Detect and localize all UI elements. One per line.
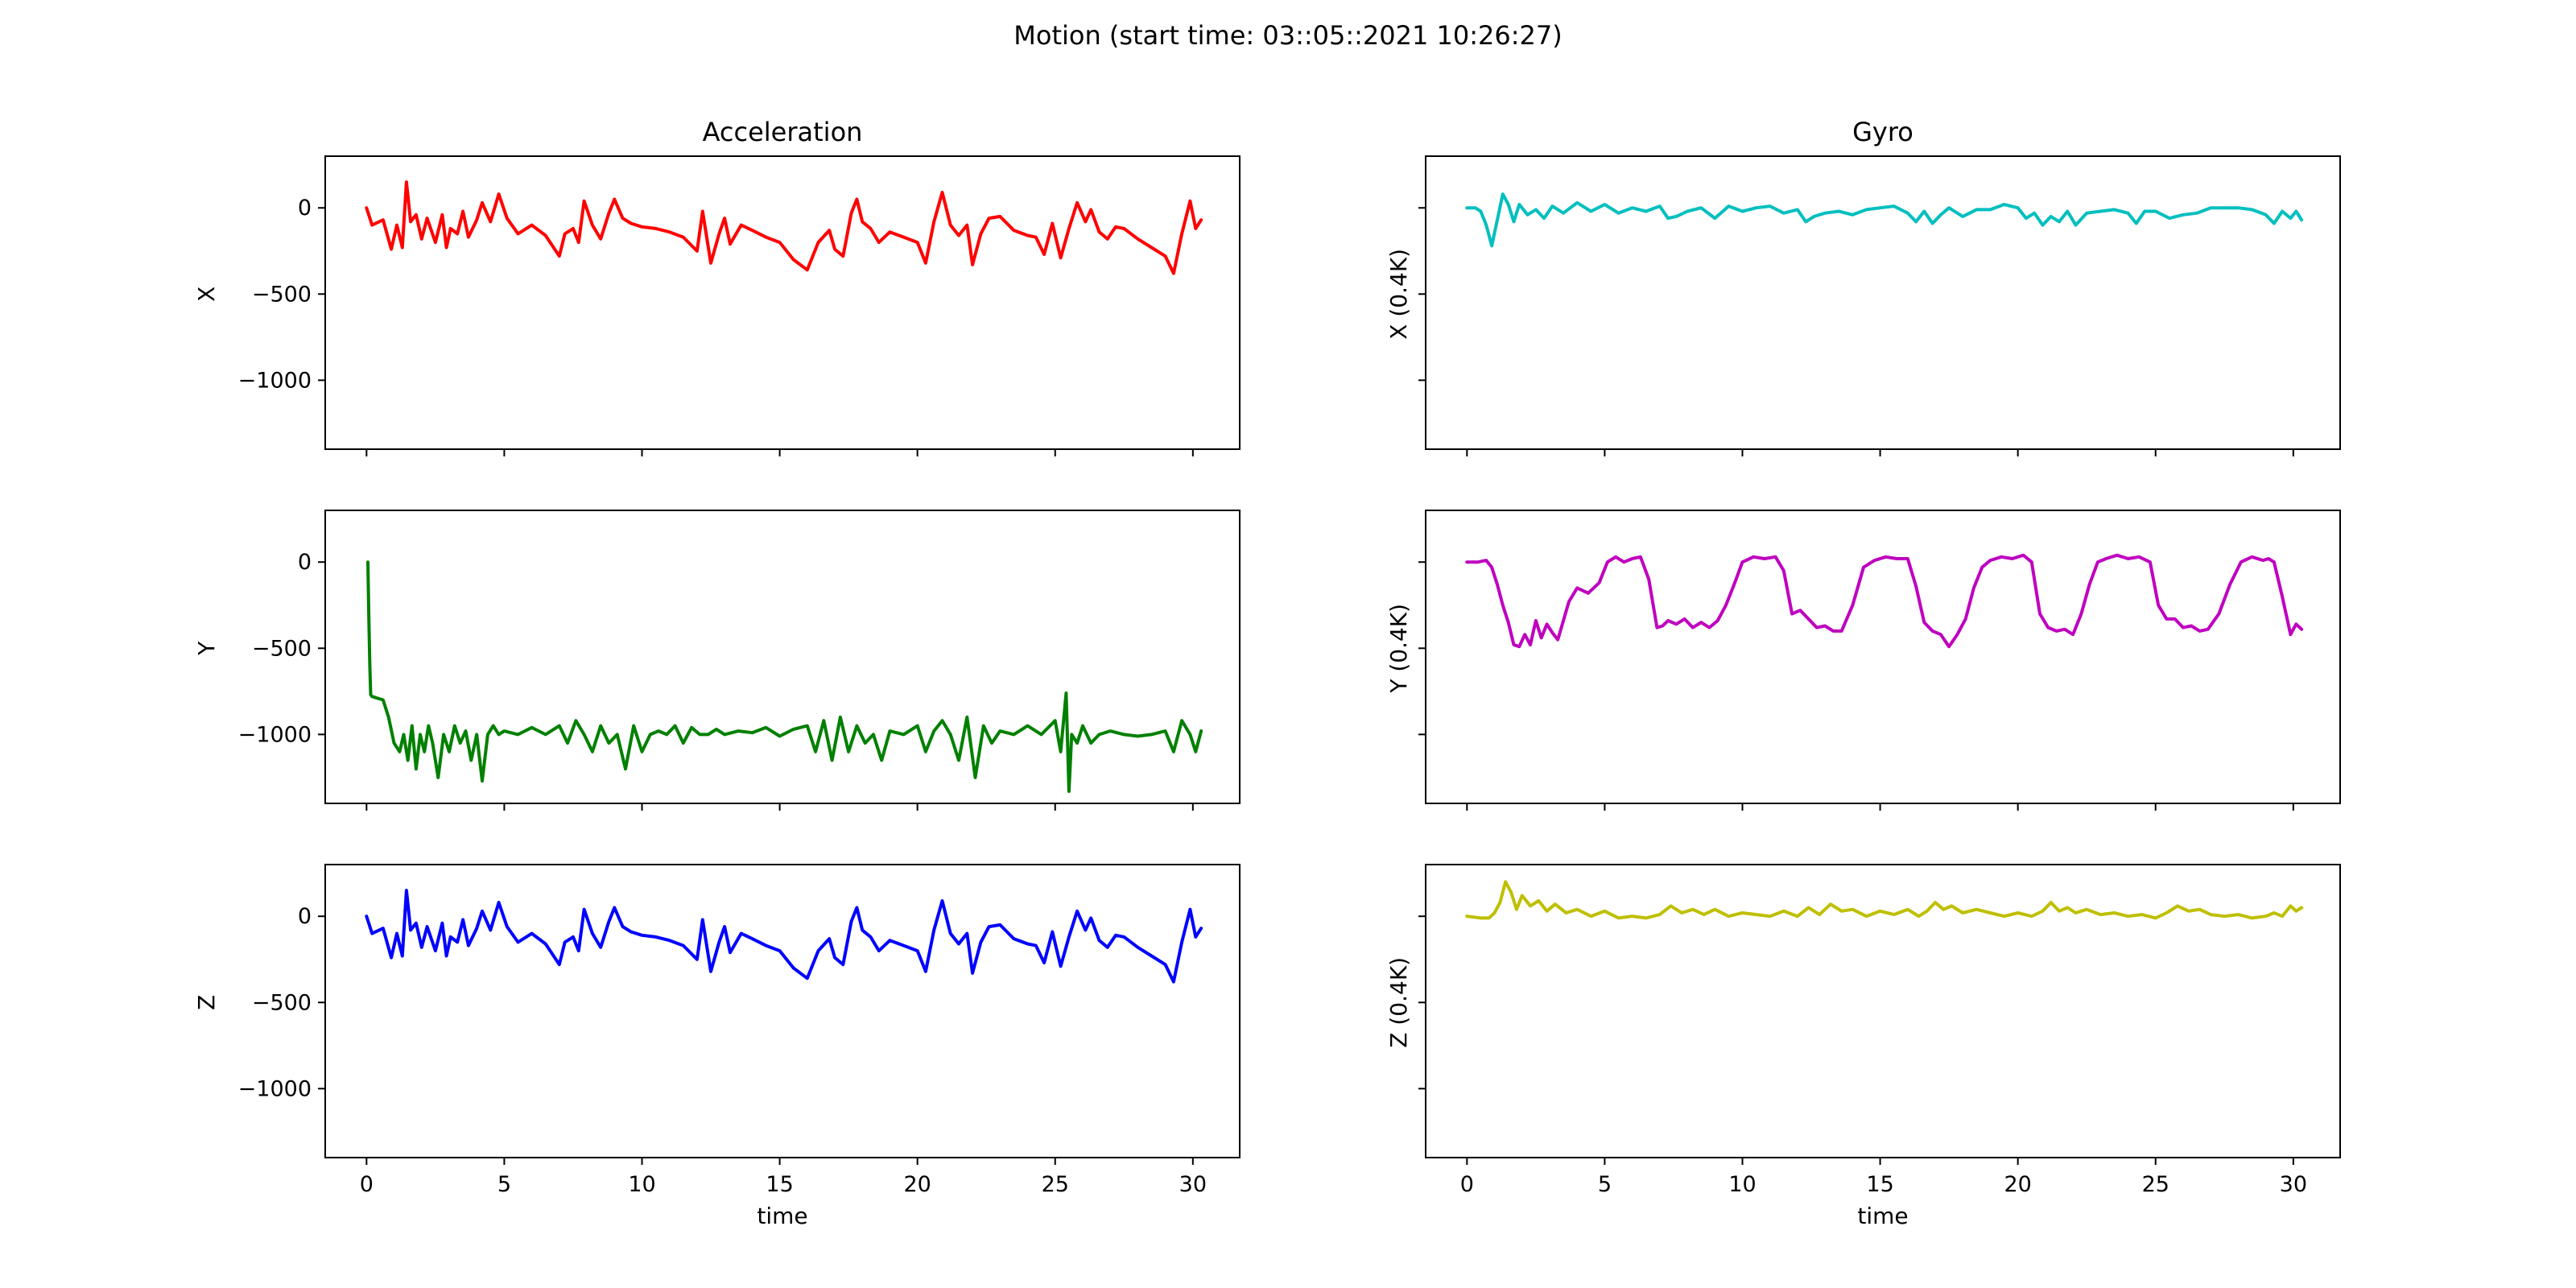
acc-z-xtick-label: 25 — [1042, 1172, 1069, 1197]
acc-z-xtick-label: 30 — [1179, 1172, 1207, 1197]
gyro-z-xtick-label: 10 — [1728, 1172, 1756, 1197]
gyro-z-xtick-label: 30 — [2280, 1172, 2307, 1197]
gyro-z-xtick-label: 25 — [2142, 1172, 2169, 1197]
acc-x-ylabel: X — [193, 287, 220, 302]
acc-y-axes-frame — [324, 510, 1241, 804]
acc-z-ylabel: Z — [193, 995, 220, 1010]
acc-z-axes-frame — [324, 864, 1241, 1158]
acc-y-ytick-label: −1000 — [238, 722, 312, 747]
gyro-x-axis-label: time — [1857, 1203, 1908, 1229]
acc-z-series-line — [365, 889, 1203, 984]
acc-z-ytick-label: 0 — [298, 904, 312, 929]
acc-z-xtick-label: 10 — [628, 1172, 655, 1197]
gyro-y-ylabel: Y (0.4K) — [1385, 604, 1412, 694]
acc-y-series-line — [366, 560, 1203, 793]
gyro-x-ylabel: X (0.4K) — [1385, 249, 1412, 340]
acc-x-subplot: 0 −500 −1000 X — [193, 155, 1241, 456]
gyro-z-xtick-label: 5 — [1598, 1172, 1612, 1197]
subplot-grid: 0 −500 −1000 X 0 −500 −1000 Y 0 −500 −1000 0 5 10 15 20… — [193, 155, 2341, 1197]
acc-z-xtick-label: 5 — [497, 1172, 511, 1197]
figure-title: Motion (start time: 03::05::2021 10:26:2… — [1013, 20, 1562, 51]
gyro-y-series-line — [1465, 553, 2304, 649]
acc-x-axes-frame — [324, 155, 1241, 450]
gyro-y-axes-frame — [1425, 510, 2341, 804]
gyro-x-series-line — [1465, 192, 2304, 248]
acc-z-xtick-label: 0 — [360, 1172, 374, 1197]
acc-y-subplot: 0 −500 −1000 Y — [193, 510, 1241, 811]
acc-y-ytick-label: 0 — [298, 550, 312, 575]
gyro-y-subplot: Y (0.4K) — [1385, 510, 2341, 811]
gyro-z-ylabel: Z (0.4K) — [1385, 957, 1412, 1048]
acc-z-subplot: 0 −500 −1000 0 5 10 15 20 25 30 Z — [193, 864, 1241, 1197]
acc-x-ytick-label: −1000 — [238, 368, 312, 393]
gyro-x-axes-frame — [1425, 155, 2341, 450]
acc-z-ytick-label: −500 — [252, 990, 312, 1015]
acceleration-x-axis-label: time — [757, 1203, 807, 1229]
acc-x-ytick-label: 0 — [298, 196, 312, 221]
acc-x-series-line — [365, 180, 1203, 275]
gyro-x-subplot: X (0.4K) — [1385, 155, 2341, 456]
acc-z-xtick-label: 15 — [766, 1172, 793, 1197]
acc-x-ytick-label: −500 — [252, 282, 312, 307]
gyro-z-axes-frame — [1425, 864, 2341, 1158]
acc-y-ylabel: Y — [193, 641, 220, 656]
gyro-z-xtick-label: 15 — [1866, 1172, 1893, 1197]
acc-y-ytick-label: −500 — [252, 636, 312, 661]
acc-z-xtick-label: 20 — [903, 1172, 931, 1197]
gyro-z-xtick-label: 0 — [1460, 1172, 1474, 1197]
gyro-z-subplot: 0 5 10 15 20 25 30 Z (0.4K) — [1385, 864, 2341, 1197]
acceleration-column-title: Acceleration — [703, 117, 863, 147]
gyro-z-xtick-label: 20 — [2004, 1172, 2031, 1197]
gyro-column-title: Gyro — [1852, 117, 1913, 147]
gyro-z-series-line — [1465, 880, 2304, 920]
acc-z-ytick-label: −1000 — [238, 1076, 312, 1101]
